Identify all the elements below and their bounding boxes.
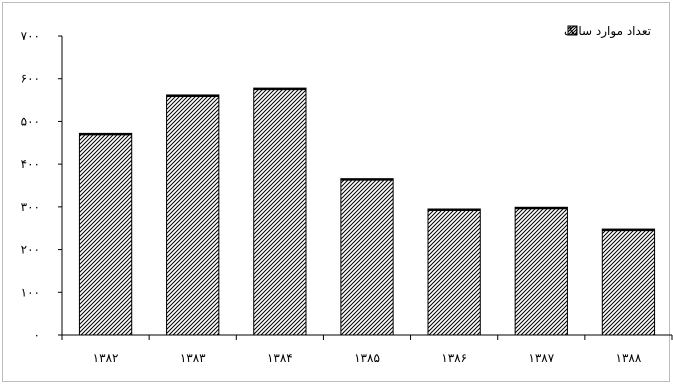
x-axis-ticks: ۱۳۸۲ ۱۳۸۳ ۱۳۸۴ ۱۳۸۵ ۱۳۸۶ ۱۳۸۷ ۱۳۸۸ (61, 335, 673, 365)
x-tick-label: ۱۳۸۷ (528, 351, 554, 365)
bar (427, 208, 481, 336)
y-tick-label: ۳۰۰ (21, 200, 40, 214)
y-tick-label: ۱۰۰ (21, 285, 40, 299)
y-tick-label: ۶۰۰ (21, 72, 40, 86)
bar (78, 132, 133, 336)
y-tick-label: ۵۰۰ (21, 114, 40, 128)
x-tick-label: ۱۳۸۵ (354, 351, 380, 365)
y-tick-label: ۴۰۰ (21, 157, 40, 171)
legend-label: تعداد موارد سالک (564, 24, 651, 39)
y-tick-label: ۲۰۰ (21, 243, 40, 257)
x-tick-label: ۱۳۸۲ (93, 351, 119, 365)
y-axis-ticks: ۰ ۱۰۰ ۲۰۰ ۳۰۰ ۴۰۰ ۵۰۰ ۶۰۰ ۷۰۰ (21, 29, 62, 342)
bar (253, 87, 307, 336)
x-tick-label: ۱۳۸۴ (267, 351, 293, 365)
y-tick-label: ۰ (34, 328, 40, 342)
bar (514, 206, 568, 336)
legend: تعداد موارد سالک (564, 24, 651, 39)
bars (78, 87, 656, 336)
legend-swatch (567, 25, 578, 36)
y-tick-label: ۷۰۰ (21, 29, 40, 43)
bar (166, 94, 220, 336)
bar (340, 178, 394, 336)
x-tick-label: ۱۳۸۸ (616, 351, 642, 365)
x-tick-label: ۱۳۸۳ (180, 351, 206, 365)
bar (601, 228, 656, 336)
x-tick-label: ۱۳۸۶ (441, 351, 467, 365)
